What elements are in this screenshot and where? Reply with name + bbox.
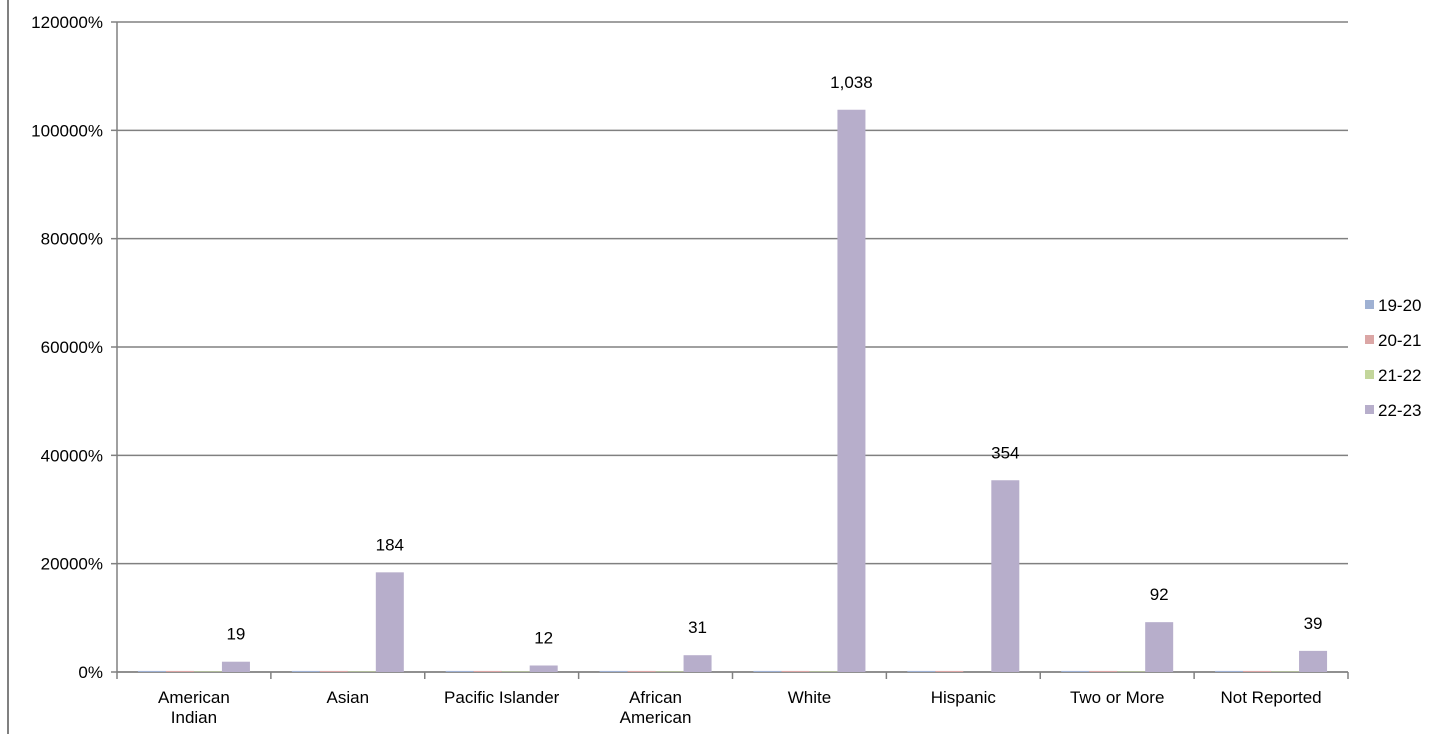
legend-swatch	[1365, 405, 1374, 414]
bar-22-23	[837, 109, 866, 672]
y-tick-label: 100000%	[31, 121, 103, 140]
y-tick-label: 120000%	[31, 13, 103, 32]
bar-22-23	[529, 665, 558, 672]
bar-22-23	[1145, 622, 1174, 672]
data-label: 12	[534, 629, 553, 648]
data-label: 92	[1150, 585, 1169, 604]
bar-20-21	[165, 670, 194, 672]
legend-swatch	[1365, 335, 1374, 344]
bar-20-21	[1243, 670, 1272, 672]
bar-21-22	[193, 671, 222, 672]
legend-swatch	[1365, 300, 1374, 309]
data-label: 19	[226, 625, 245, 644]
bar-20-21	[473, 670, 502, 672]
y-tick-label: 20000%	[41, 555, 103, 574]
legend-label: 21-22	[1378, 366, 1421, 385]
category-label: Two or More	[1070, 688, 1164, 707]
category-label: Indian	[171, 708, 217, 727]
data-label: 354	[991, 443, 1019, 462]
category-label: Hispanic	[931, 688, 997, 707]
bar-19-20	[907, 670, 936, 672]
bar-20-21	[935, 670, 964, 672]
bar-19-20	[1215, 670, 1244, 672]
legend-swatch	[1365, 370, 1374, 379]
bar-20-21	[319, 670, 348, 672]
bar-21-22	[347, 671, 376, 672]
bar-19-20	[753, 670, 782, 672]
bars	[137, 109, 1328, 672]
bar-21-22	[501, 671, 530, 672]
legend-label: 19-20	[1378, 296, 1421, 315]
y-tick-label: 0%	[78, 663, 103, 682]
bar-22-23	[683, 655, 712, 672]
category-label: American	[158, 688, 230, 707]
y-tick-labels: 0% 20000% 40000% 60000% 80000% 100000% 120000%	[31, 13, 103, 682]
bar-21-22	[655, 671, 684, 672]
category-label: American	[620, 708, 692, 727]
bar-20-21	[1089, 670, 1118, 672]
bar-22-23	[1299, 650, 1328, 672]
bar-21-22	[1117, 671, 1146, 672]
bar-22-23	[991, 480, 1020, 672]
category-label: Asian	[327, 688, 370, 707]
bar-19-20	[599, 670, 628, 672]
y-tick-label: 40000%	[41, 446, 103, 465]
bar-21-22	[1271, 671, 1300, 672]
bar-19-20	[291, 670, 320, 672]
bar-19-20	[1061, 670, 1090, 672]
y-tick-label: 80000%	[41, 230, 103, 249]
bar-22-23	[221, 661, 250, 672]
bar-20-21	[781, 670, 810, 672]
gridlines	[117, 21, 1348, 673]
bar-19-20	[137, 670, 166, 672]
category-label: African	[629, 688, 682, 707]
bar-20-21	[627, 670, 656, 672]
legend-label: 22-23	[1378, 401, 1421, 420]
data-label: 1,038	[830, 73, 873, 92]
data-label: 184	[376, 535, 404, 554]
category-label: Not Reported	[1221, 688, 1322, 707]
legend-label: 20-21	[1378, 331, 1421, 350]
y-tick-label: 60000%	[41, 338, 103, 357]
data-label: 39	[1304, 614, 1323, 633]
data-labels: 19 184 12 31 1,038 354 92 39	[226, 73, 1322, 648]
category-label: Pacific Islander	[444, 688, 560, 707]
bar-19-20	[445, 670, 474, 672]
data-label: 31	[688, 618, 707, 637]
category-label: White	[788, 688, 831, 707]
bar-22-23	[375, 572, 404, 672]
bar-21-22	[809, 671, 838, 672]
legend: 19-20 20-21 21-22 22-23	[1365, 296, 1421, 420]
